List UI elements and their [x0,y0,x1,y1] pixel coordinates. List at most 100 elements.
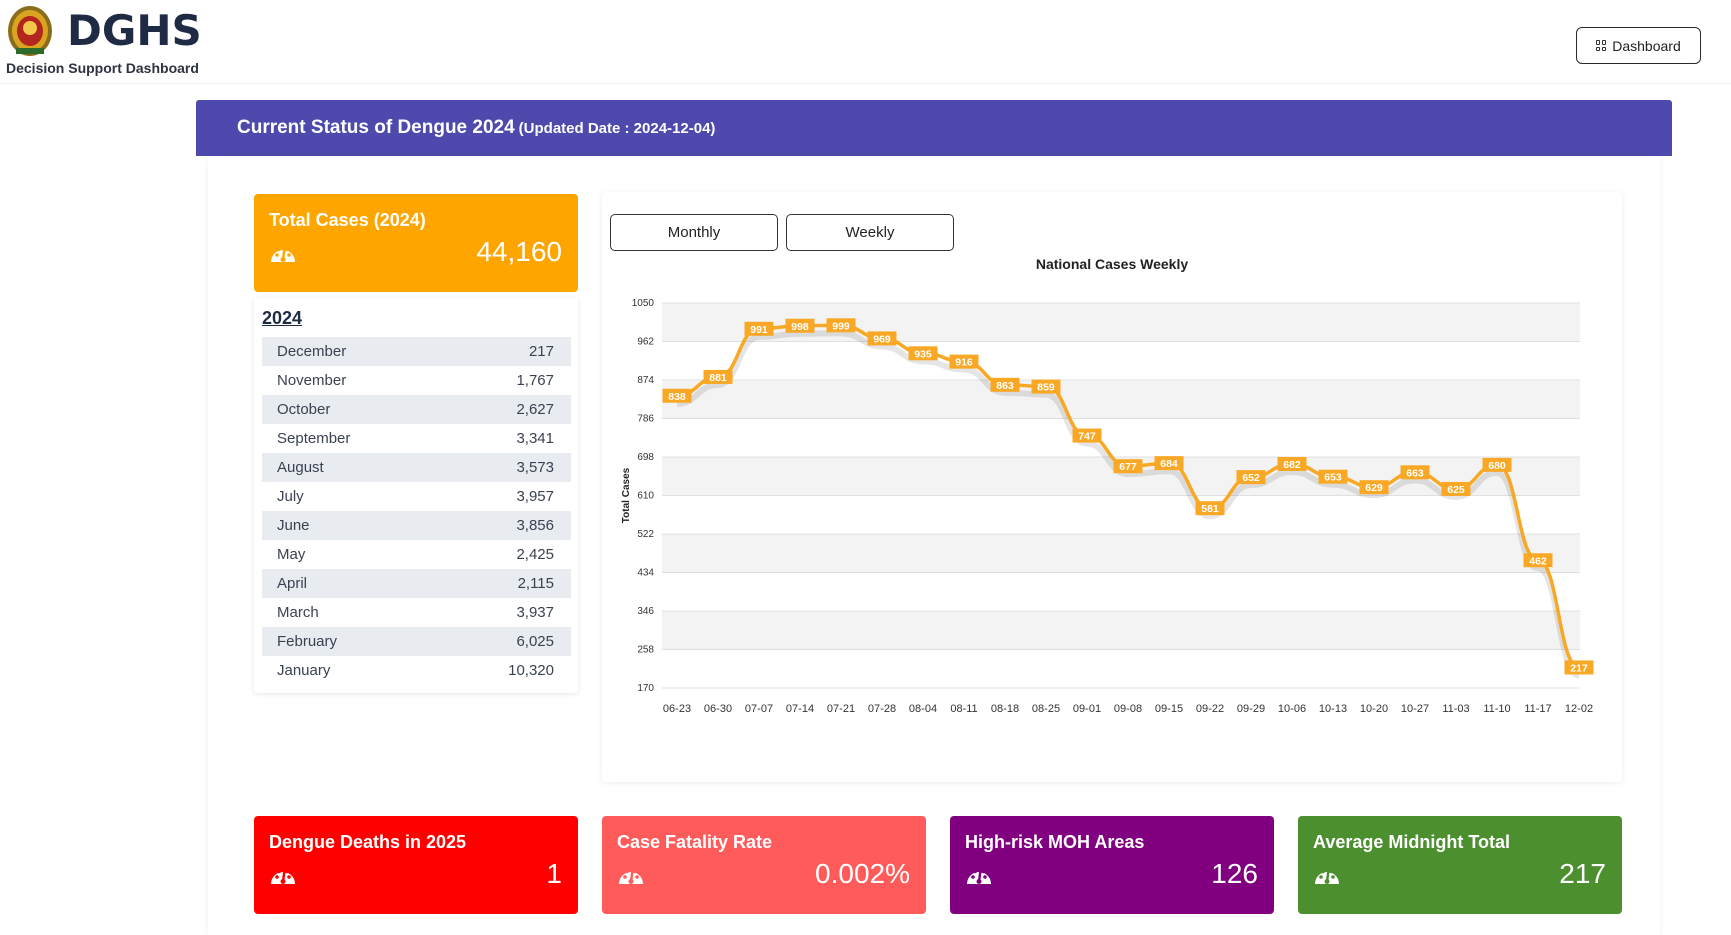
data-label: 629 [1365,482,1383,494]
x-tick-label: 08-04 [909,703,937,715]
x-tick-label: 07-28 [868,703,896,715]
month-label: September [277,430,351,447]
data-point-marker [908,346,938,361]
x-tick-label: 07-21 [827,703,855,715]
panel-title: Current Status of Dengue 2024 [237,117,515,138]
table-row: April 2,115 [262,569,571,598]
month-label: August [277,459,324,476]
data-point-marker [1236,470,1266,485]
x-tick-label: 07-14 [786,703,814,715]
stat-card: High-risk MOH Areas 126 [950,816,1274,914]
table-row: March 3,937 [262,598,571,627]
data-label: 677 [1119,461,1137,473]
gauge-icon [271,869,295,884]
total-cases-title: Total Cases (2024) [269,210,426,230]
month-value: 6,025 [516,633,554,650]
y-tick-label: 346 [637,606,654,617]
data-label: 859 [1037,382,1055,394]
gauge-icon [1315,869,1339,884]
data-point-marker [1031,379,1061,394]
table-row: February 6,025 [262,627,571,656]
y-tick-label: 258 [637,645,654,656]
data-label: 684 [1160,458,1178,470]
y-tick-label: 522 [637,529,654,540]
table-row: October 2,627 [262,395,571,424]
x-tick-label: 08-11 [950,703,977,715]
y-axis-title: Total Cases [621,467,632,523]
gauge-icon [967,869,991,884]
gauge-icon [271,247,295,262]
data-point-marker [1564,660,1594,675]
y-tick-label: 698 [637,452,654,463]
grid-band [662,303,1580,342]
data-point-marker [744,321,774,336]
month-value: 2,627 [516,401,554,418]
data-label: 916 [955,357,973,369]
y-tick-label: 610 [637,491,654,502]
data-label: 652 [1242,472,1260,484]
data-label: 999 [832,320,850,332]
x-tick-label: 11-03 [1442,703,1469,715]
panel-header: Current Status of Dengue 2024 (Updated D… [196,100,1672,156]
table-row: May 2,425 [262,540,571,569]
emblem-logo [8,6,52,56]
month-label: October [277,401,331,418]
data-point-marker [1277,457,1307,471]
month-value: 10,320 [508,662,554,679]
tab-monthly[interactable]: Monthly [610,214,778,251]
month-value: 3,937 [516,604,554,621]
data-point-marker [703,369,733,384]
data-label: 969 [873,333,891,345]
stat-card: Dengue Deaths in 2025 1 [254,816,578,914]
month-label: June [277,517,310,534]
x-tick-label: 10-13 [1319,703,1347,715]
data-point-marker [990,377,1020,392]
data-label: 881 [709,372,727,384]
y-tick-label: 1050 [632,298,655,309]
x-tick-label: 10-20 [1360,703,1388,715]
data-point-marker [1441,481,1471,496]
x-tick-label: 07-07 [745,703,773,715]
top-navbar: DGHS Decision Support Dashboard Dashboar… [0,0,1731,84]
updated-date: (Updated Date : 2024-12-04) [518,119,716,137]
month-label: January [277,662,331,679]
dashboard-button[interactable]: Dashboard [1576,27,1701,64]
month-value: 2,115 [517,575,554,592]
stat-value: 0.002% [815,858,910,889]
grid-band [662,534,1580,573]
stat-value: 217 [1559,858,1606,889]
tab-weekly[interactable]: Weekly [786,214,954,251]
weekly-chart-card: Monthly Weekly National Cases Weekly 170… [602,192,1622,782]
data-point-marker [1359,480,1389,495]
x-tick-label: 10-27 [1401,703,1429,715]
series-line-shadow [676,330,1581,679]
stat-value: 126 [1211,858,1258,889]
data-label: 581 [1201,503,1219,515]
data-label: 217 [1570,662,1588,674]
brand-subtitle: Decision Support Dashboard [6,60,199,76]
x-tick-label: 11-10 [1483,703,1510,715]
x-tick-label: 12-02 [1565,703,1593,715]
x-tick-label: 08-25 [1032,703,1060,715]
month-value: 3,957 [516,488,554,505]
data-label: 653 [1324,472,1342,484]
stat-card: Case Fatality Rate 0.002% [602,816,926,914]
stat-title: Dengue Deaths in 2025 [269,832,467,852]
month-value: 2,425 [516,546,554,563]
y-tick-label: 786 [637,414,654,425]
total-cases-card: Total Cases (2024) 44,160 [254,194,578,292]
weekly-line-chart: 170 258 346 434 522 610 698 786 874 962 1050 Total … [621,298,1594,715]
month-value: 1,767 [516,372,554,389]
x-tick-label: 09-01 [1073,703,1101,715]
x-tick-label: 08-18 [991,703,1019,715]
month-label: April [277,575,308,592]
brand-title: DGHS [67,6,202,55]
table-row: June 3,856 [262,511,571,540]
grid-band [662,611,1580,650]
data-label: 998 [791,321,809,333]
x-tick-label: 09-29 [1237,703,1265,715]
stat-card: Average Midnight Total 217 [1298,816,1622,914]
table-row: December 217 [262,337,571,366]
month-label: February [277,633,338,650]
data-point-marker [1072,428,1102,443]
